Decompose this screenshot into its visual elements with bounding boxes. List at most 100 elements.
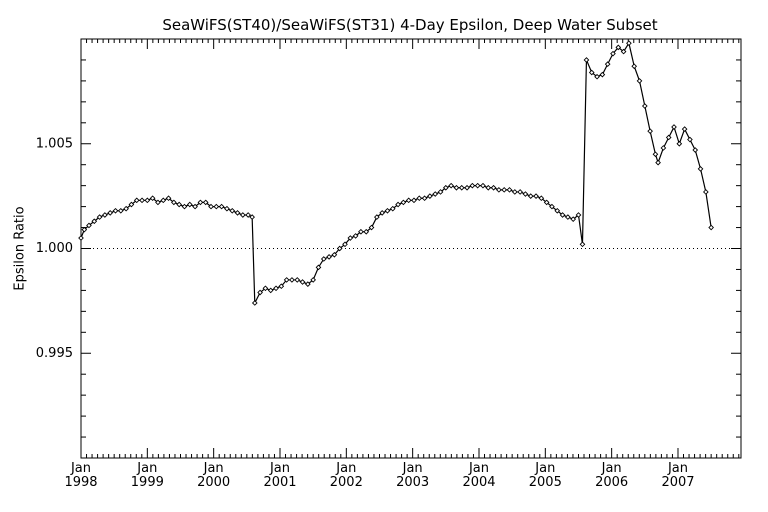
data-point-5 bbox=[102, 212, 108, 218]
data-point-23 bbox=[197, 199, 204, 206]
data-point-55 bbox=[363, 228, 370, 235]
data-point-24 bbox=[202, 199, 209, 206]
data-point-98 bbox=[588, 69, 595, 76]
x-tick-month-1: Jan bbox=[136, 461, 157, 476]
data-point-37 bbox=[267, 287, 274, 294]
data-point-59 bbox=[384, 207, 391, 214]
data-point-34 bbox=[251, 300, 258, 306]
x-tick-year-2: 2000 bbox=[197, 475, 230, 490]
data-point-109 bbox=[647, 128, 653, 135]
data-point-57 bbox=[374, 214, 380, 220]
data-point-36 bbox=[262, 285, 269, 292]
data-point-61 bbox=[395, 201, 401, 208]
data-point-32 bbox=[245, 212, 251, 218]
x-tick-year-0: 1998 bbox=[64, 475, 97, 490]
chart-title: SeaWiFS(ST40)/SeaWiFS(ST31) 4-Day Epsilo… bbox=[162, 16, 657, 34]
data-point-95 bbox=[575, 212, 582, 218]
data-point-20 bbox=[181, 203, 188, 210]
data-point-6 bbox=[107, 210, 114, 216]
data-point-79 bbox=[490, 184, 497, 191]
data-point-88 bbox=[538, 195, 545, 202]
data-point-28 bbox=[224, 205, 230, 212]
data-point-52 bbox=[347, 235, 354, 241]
data-point-100 bbox=[599, 71, 606, 78]
data-point-87 bbox=[533, 193, 539, 199]
data-point-89 bbox=[543, 199, 550, 206]
tick-labels: 0.9951.0001.005Jan1998Jan1999Jan2000Jan2… bbox=[36, 136, 695, 490]
series-line-0 bbox=[80, 41, 712, 304]
data-point-97 bbox=[583, 57, 590, 63]
data-point-105 bbox=[626, 40, 632, 47]
data-point-94 bbox=[570, 216, 577, 223]
data-point-7 bbox=[112, 207, 119, 214]
data-point-31 bbox=[240, 212, 246, 218]
data-point-63 bbox=[405, 197, 412, 204]
data-point-71 bbox=[448, 182, 454, 189]
data-point-111 bbox=[655, 159, 661, 166]
data-point-4 bbox=[96, 214, 103, 220]
data-point-46 bbox=[315, 264, 322, 271]
data-point-104 bbox=[620, 48, 627, 55]
data-point-93 bbox=[565, 214, 571, 220]
data-point-43 bbox=[299, 279, 306, 285]
data-point-68 bbox=[432, 191, 439, 197]
data-point-76 bbox=[474, 182, 481, 189]
data-point-115 bbox=[676, 140, 683, 147]
data-point-96 bbox=[579, 241, 586, 248]
data-point-2 bbox=[86, 222, 92, 229]
data-point-35 bbox=[257, 289, 263, 296]
data-point-39 bbox=[278, 283, 285, 290]
data-point-21 bbox=[186, 201, 193, 208]
data-point-92 bbox=[559, 212, 566, 218]
data-point-119 bbox=[697, 166, 704, 172]
x-tick-year-3: 2001 bbox=[263, 475, 296, 490]
data-point-50 bbox=[336, 245, 343, 252]
data-point-70 bbox=[442, 184, 449, 191]
data-point-101 bbox=[604, 61, 611, 67]
data-point-84 bbox=[517, 189, 523, 195]
data-point-29 bbox=[229, 207, 236, 214]
y-tick-label-1: 1.000 bbox=[36, 241, 73, 256]
data-point-13 bbox=[144, 197, 151, 204]
data-point-18 bbox=[171, 199, 177, 206]
x-tick-year-9: 2007 bbox=[661, 475, 694, 490]
x-tick-month-6: Jan bbox=[468, 461, 489, 476]
data-point-112 bbox=[660, 145, 667, 151]
x-tick-month-9: Jan bbox=[667, 461, 688, 476]
data-point-83 bbox=[511, 189, 518, 195]
data-point-118 bbox=[692, 147, 699, 153]
data-point-62 bbox=[400, 199, 407, 206]
data-point-12 bbox=[139, 197, 145, 204]
data-point-72 bbox=[453, 184, 460, 191]
data-point-22 bbox=[192, 203, 198, 210]
data-point-44 bbox=[305, 281, 311, 287]
data-point-73 bbox=[458, 184, 465, 191]
data-point-117 bbox=[687, 136, 693, 143]
data-point-80 bbox=[496, 187, 502, 193]
data-point-58 bbox=[379, 210, 385, 216]
data-point-48 bbox=[326, 254, 332, 260]
y-tick-label-0: 0.995 bbox=[36, 346, 73, 361]
y-tick-label-2: 1.005 bbox=[36, 136, 73, 151]
x-tick-year-8: 2006 bbox=[595, 475, 628, 490]
x-tick-month-2: Jan bbox=[203, 461, 224, 476]
data-point-3 bbox=[91, 218, 98, 225]
data-point-49 bbox=[331, 251, 338, 258]
data-point-38 bbox=[273, 285, 279, 292]
data-point-51 bbox=[342, 241, 348, 248]
data-point-90 bbox=[549, 203, 555, 210]
data-point-106 bbox=[631, 63, 638, 70]
data-point-67 bbox=[427, 193, 433, 199]
data-point-47 bbox=[320, 256, 327, 262]
data-point-74 bbox=[464, 184, 470, 191]
data-point-16 bbox=[160, 197, 167, 204]
data-point-78 bbox=[485, 184, 492, 191]
data-point-10 bbox=[128, 201, 135, 208]
data-point-107 bbox=[636, 78, 643, 84]
x-tick-month-3: Jan bbox=[269, 461, 290, 476]
data-point-110 bbox=[652, 151, 659, 158]
data-point-56 bbox=[368, 224, 375, 231]
minor-ticks bbox=[81, 39, 741, 458]
x-tick-month-0: Jan bbox=[70, 461, 91, 476]
data-point-86 bbox=[527, 193, 534, 199]
